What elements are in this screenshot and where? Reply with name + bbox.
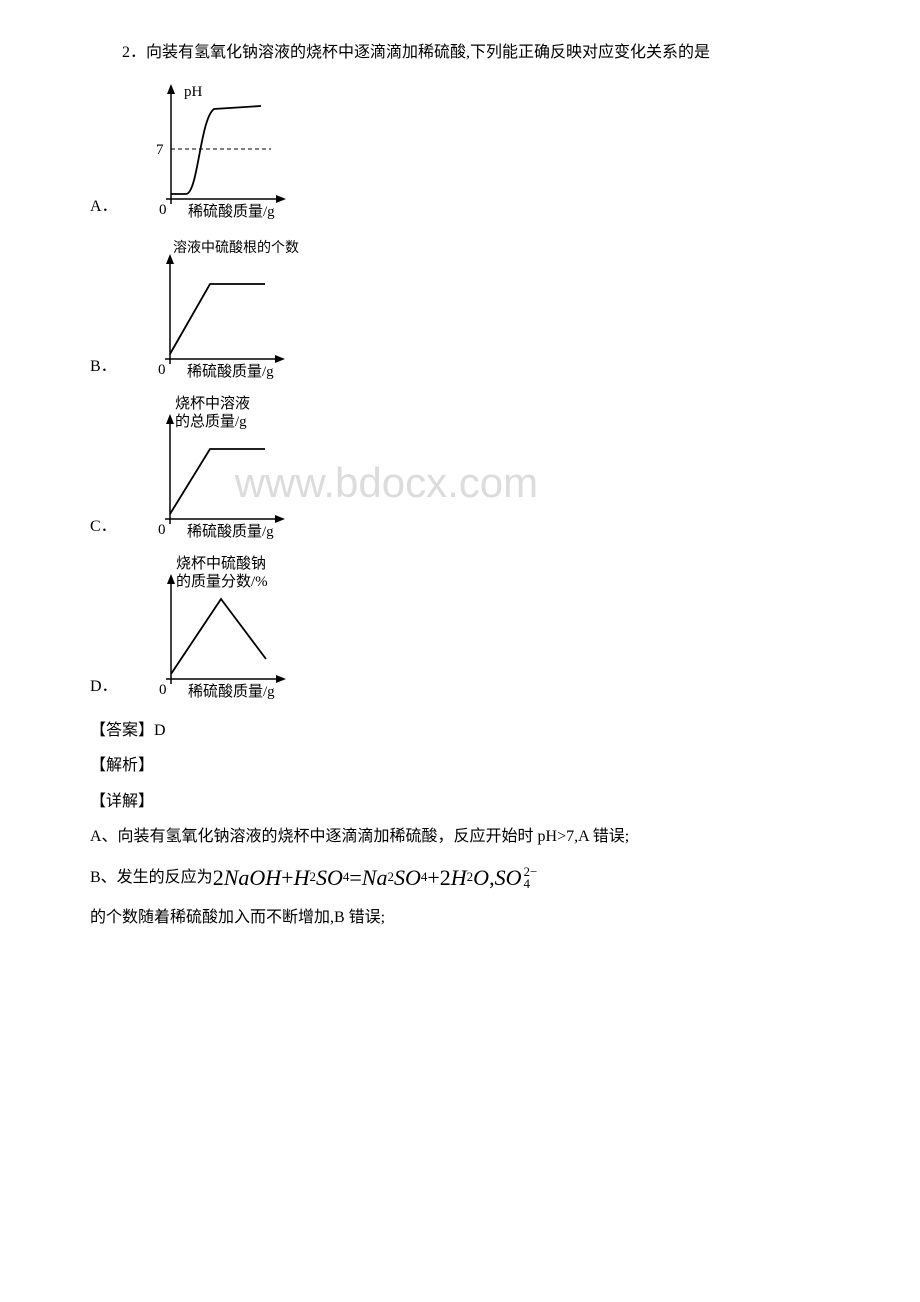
option-d-row: D． 烧杯中硫酸钠 的质量分数/% 0 稀硫酸质量/g xyxy=(90,554,860,704)
option-d-label: D． xyxy=(90,674,118,704)
chart-d-ylabel2: 的质量分数/% xyxy=(176,573,268,590)
detail-b-line: B、发生的反应为 2NaOH+H2SO4=Na2SO4+2H2O,SO2−4 xyxy=(90,860,860,895)
chart-d-svg: 烧杯中硫酸钠 的质量分数/% 0 稀硫酸质量/g xyxy=(126,554,326,704)
chart-d-ylabel1: 烧杯中硫酸钠 xyxy=(176,555,266,572)
chart-c-svg: 烧杯中溶液 的总质量/g 0 稀硫酸质量/g xyxy=(125,394,325,544)
option-b-row: B． 溶液中硫酸根的个数 0 稀硫酸质量/g xyxy=(90,234,860,384)
chart-b-svg: 溶液中硫酸根的个数 0 稀硫酸质量/g xyxy=(125,234,325,384)
detail-a: A、向装有氢氧化钠溶液的烧杯中逐滴滴加稀硫酸，反应开始时 pH>7,A 错误; xyxy=(90,824,860,850)
option-a-chart: pH 7 0 稀硫酸质量/g xyxy=(126,74,326,224)
chart-b-xlabel: 稀硫酸质量/g xyxy=(187,363,274,380)
detail-b-tail: 的个数随着稀硫酸加入而不断增加,B 错误; xyxy=(90,905,860,931)
option-a-row: A． pH 7 0 稀硫酸质量/g xyxy=(90,74,860,224)
question-body: 向装有氢氧化钠溶液的烧杯中逐滴滴加稀硫酸,下列能正确反映对应变化关系的是 xyxy=(146,44,710,61)
option-c-label: C． xyxy=(90,514,117,544)
chart-d-xlabel: 稀硫酸质量/g xyxy=(188,683,275,700)
chart-c-xlabel: 稀硫酸质量/g xyxy=(187,523,274,540)
option-a-label: A． xyxy=(90,194,118,224)
chart-a-ylabel: pH xyxy=(184,84,203,100)
reaction-formula: 2NaOH+H2SO4=Na2SO4+2H2O,SO2−4 xyxy=(213,860,538,895)
option-d-chart: 烧杯中硫酸钠 的质量分数/% 0 稀硫酸质量/g xyxy=(126,554,326,704)
question-number: 2． xyxy=(122,44,146,61)
chart-c-origin: 0 xyxy=(158,522,166,538)
chart-b-ylabel: 溶液中硫酸根的个数 xyxy=(173,240,299,256)
answer-label: 【答案】D xyxy=(90,718,860,744)
chart-d-origin: 0 xyxy=(159,682,167,698)
chart-b-origin: 0 xyxy=(158,362,166,378)
chart-a-ytick: 7 xyxy=(156,142,164,158)
option-c-row: C． www.bdocx.com 烧杯中溶液 的总质量/g 0 稀硫酸质量/g xyxy=(90,394,860,544)
chart-c-ylabel1: 烧杯中溶液 xyxy=(175,395,250,412)
chart-a-origin: 0 xyxy=(159,202,167,218)
detail-label: 【详解】 xyxy=(90,789,860,815)
option-b-label: B． xyxy=(90,354,117,384)
chart-a-svg: pH 7 0 稀硫酸质量/g xyxy=(126,74,326,224)
option-c-chart: www.bdocx.com 烧杯中溶液 的总质量/g 0 稀硫酸质量/g xyxy=(125,394,325,544)
answer-block: 【答案】D 【解析】 【详解】 A、向装有氢氧化钠溶液的烧杯中逐滴滴加稀硫酸，反… xyxy=(90,718,860,931)
detail-b-prefix: B、发生的反应为 xyxy=(90,865,213,891)
question-text: 2．向装有氢氧化钠溶液的烧杯中逐滴滴加稀硫酸,下列能正确反映对应变化关系的是 xyxy=(90,40,860,66)
chart-a-xlabel: 稀硫酸质量/g xyxy=(188,203,275,220)
so4-subscript: 4 xyxy=(523,878,530,890)
option-b-chart: 溶液中硫酸根的个数 0 稀硫酸质量/g xyxy=(125,234,325,384)
analysis-label: 【解析】 xyxy=(90,753,860,779)
chart-c-ylabel2: 的总质量/g xyxy=(175,413,247,430)
